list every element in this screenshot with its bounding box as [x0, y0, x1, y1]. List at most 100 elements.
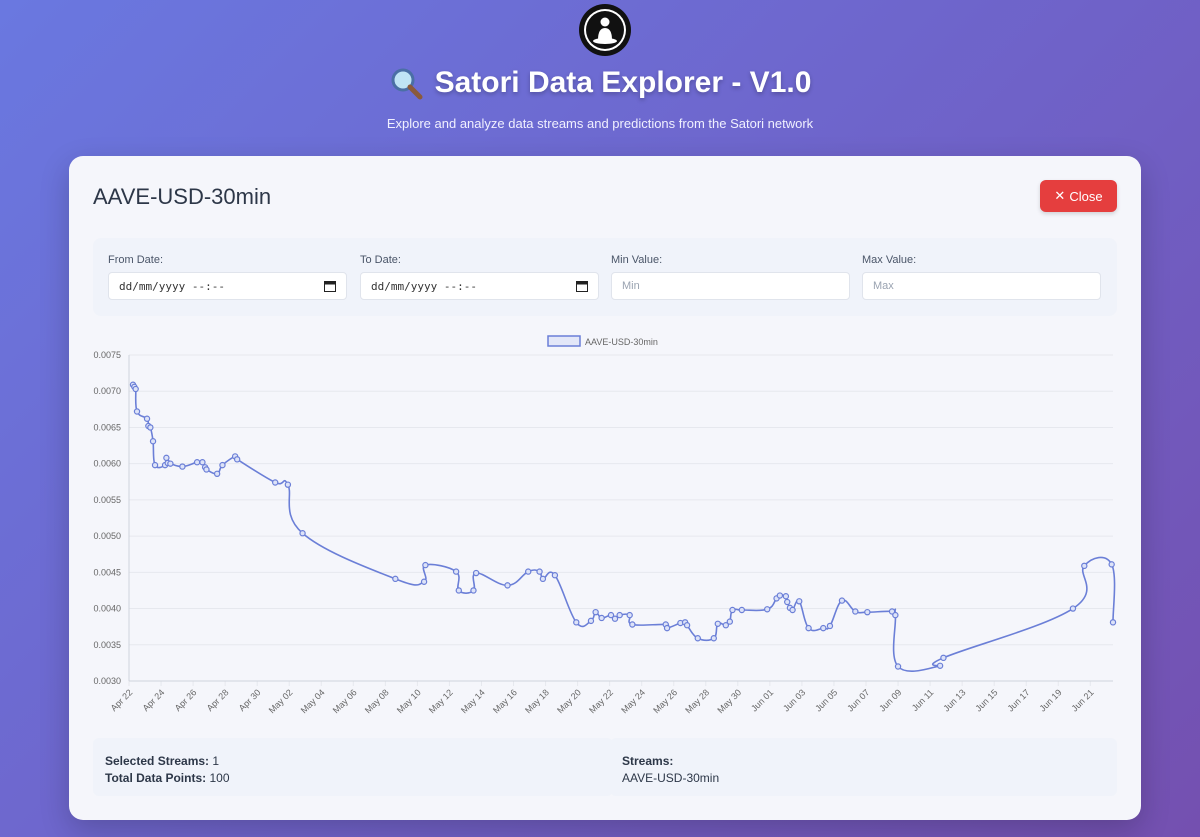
data-point [143, 415, 151, 422]
app-title: Satori Data Explorer - V1.0 [0, 66, 1200, 100]
to-date-input[interactable]: dd/mm/yyyy --:-- [360, 272, 599, 300]
data-point [455, 587, 462, 594]
min-value-input[interactable]: Min [611, 272, 850, 300]
data-point [1069, 605, 1077, 612]
data-point [573, 619, 580, 626]
data-point [1081, 562, 1088, 570]
x-tick-label: May 02 [267, 687, 295, 715]
selected-streams-label: Selected Streams: [105, 754, 210, 768]
data-point [219, 461, 226, 469]
data-point [611, 615, 619, 622]
y-tick-label: 0.0075 [93, 350, 121, 360]
close-button[interactable]: ✕ Close [1040, 180, 1117, 212]
data-point [147, 424, 154, 431]
close-label: Close [1069, 188, 1103, 204]
x-tick-label: May 12 [427, 687, 455, 715]
data-point [470, 587, 477, 594]
data-point [763, 606, 771, 613]
data-point [149, 438, 157, 445]
x-tick-label: May 18 [523, 687, 551, 715]
y-tick-label: 0.0070 [93, 386, 121, 396]
calendar-icon[interactable] [576, 280, 588, 292]
data-point [940, 654, 947, 662]
streams-label: Streams: [622, 754, 674, 768]
data-point [729, 606, 736, 614]
x-tick-label: May 08 [363, 687, 391, 715]
x-tick-label: May 22 [587, 687, 615, 715]
data-point [796, 598, 803, 605]
data-point [826, 622, 834, 630]
data-point [472, 569, 480, 577]
data-point [626, 611, 633, 619]
data-point [163, 454, 170, 462]
data-point [539, 575, 547, 583]
data-point [193, 459, 201, 466]
calendar-icon[interactable] [324, 280, 336, 292]
x-tick-label: Apr 26 [173, 687, 199, 713]
data-point [805, 624, 812, 632]
stream-name: AAVE-USD-30min [622, 771, 720, 785]
from-date-input[interactable]: dd/mm/yyyy --:-- [108, 272, 347, 300]
data-point [694, 635, 701, 642]
y-tick-label: 0.0035 [93, 640, 121, 650]
max-value-placeholder: Max [873, 280, 894, 292]
data-point [629, 621, 636, 628]
x-tick-label: Jun 05 [813, 687, 839, 713]
x-tick-label: May 10 [395, 687, 423, 715]
magnifier-icon [391, 68, 423, 100]
x-tick-label: Apr 30 [237, 687, 263, 713]
data-point [587, 617, 595, 625]
y-tick-label: 0.0040 [93, 604, 121, 614]
line-chart[interactable]: 0.0030 0.0035 0.0040 0.0045 0.0050 0.0055 0.00… [69, 326, 1141, 736]
data-point [179, 463, 186, 470]
x-tick-label: Jun 21 [1070, 687, 1096, 713]
x-tick-label: Jun 07 [845, 687, 871, 713]
total-points-label: Total Data Points: [105, 771, 207, 785]
data-point [420, 578, 428, 585]
y-tick-label: 0.0065 [93, 422, 121, 432]
y-tick-label: 0.0045 [93, 567, 121, 577]
data-point [892, 611, 899, 619]
x-tick-label: Apr 22 [109, 687, 135, 713]
panel-title: AAVE-USD-30min [93, 184, 272, 209]
x-tick-label: May 06 [331, 687, 359, 715]
max-value-input[interactable]: Max [862, 272, 1101, 300]
data-point [504, 582, 511, 589]
data-point [392, 575, 399, 583]
data-point [789, 606, 796, 614]
data-point [284, 481, 292, 488]
data-point [151, 461, 159, 469]
x-tick-label: Apr 24 [141, 687, 167, 713]
x-tick-label: Jun 01 [749, 687, 775, 713]
data-point [551, 572, 559, 579]
data-point [422, 561, 429, 569]
x-tick-label: May 16 [491, 687, 519, 715]
data-point [233, 456, 241, 463]
x-tick-label: Jun 03 [781, 687, 807, 713]
from-date-value: dd/mm/yyyy --:-- [119, 279, 225, 293]
data-point [663, 624, 671, 632]
data-point [452, 568, 460, 575]
to-date-group: To Date: dd/mm/yyyy --:-- [360, 254, 599, 300]
data-point [167, 460, 174, 467]
x-tick-label: May 28 [683, 687, 711, 715]
data-point [1109, 619, 1117, 626]
x-tick-label: Jun 19 [1037, 687, 1063, 713]
data-point [864, 608, 871, 616]
x-tick-label: Jun 15 [973, 687, 999, 713]
data-point [213, 470, 221, 478]
filter-bar: From Date: dd/mm/yyyy --:-- To Date: dd/… [93, 238, 1117, 316]
chart-area: 0.0030 0.0035 0.0040 0.0045 0.0050 0.0055 0.00… [69, 326, 1141, 736]
y-tick-label: 0.0055 [93, 495, 121, 505]
data-point [203, 466, 210, 473]
data-point [683, 622, 691, 629]
data-point [782, 593, 790, 600]
min-value-group: Min Value: Min [611, 254, 850, 300]
max-value-label: Max Value: [862, 254, 917, 266]
data-point [820, 624, 827, 632]
x-tick-label: May 26 [651, 687, 679, 715]
x-tick-label: May 04 [299, 687, 327, 715]
x-tick-label: May 20 [555, 687, 583, 715]
data-point [894, 663, 902, 670]
data-point [714, 620, 721, 627]
